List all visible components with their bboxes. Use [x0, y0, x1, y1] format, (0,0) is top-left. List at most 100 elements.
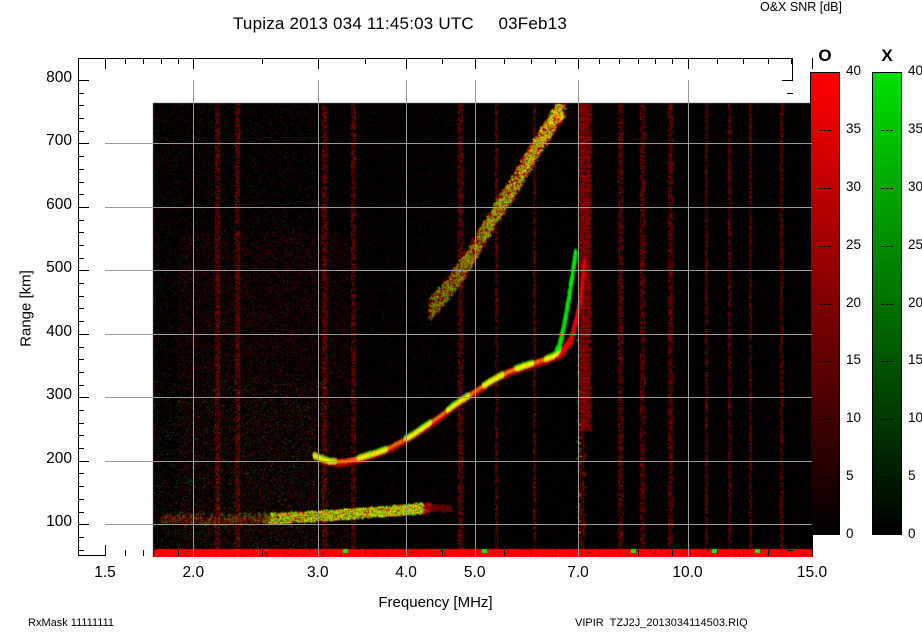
- colorbar-X-tick-label: 0: [908, 526, 916, 541]
- colorbar-O-title: O: [818, 46, 832, 65]
- colorbar-X-tick-label: 5: [908, 468, 916, 484]
- y-minor-tick-right: [787, 181, 793, 183]
- colorbar-X-title: X: [881, 46, 893, 65]
- y-minor-tick-right: [787, 321, 793, 323]
- y-tick-label: 200: [46, 449, 72, 467]
- colorbar-O-tick-label: 35: [846, 120, 862, 136]
- y-minor-tick-right: [787, 410, 793, 412]
- x-tick-label: 15.0: [796, 564, 828, 581]
- x-minor-tick: [599, 550, 601, 556]
- y-major-tick-right: [782, 80, 793, 81]
- y-minor-tick: [78, 257, 84, 259]
- y-minor-tick-right: [787, 295, 793, 297]
- y-minor-tick: [78, 359, 84, 361]
- x-minor-tick-top: [716, 58, 718, 64]
- x-minor-tick: [261, 550, 263, 556]
- colorbar-O-tick: [819, 419, 831, 421]
- x-minor-tick-top: [687, 58, 689, 64]
- colorbar-X-tick-label: 15: [908, 352, 922, 368]
- x-minor-tick: [655, 550, 657, 556]
- x-tick-label: 7.0: [567, 564, 589, 581]
- x-tick-label: 10.0: [672, 564, 703, 581]
- y-minor-tick: [78, 536, 84, 538]
- y-minor-tick-right: [787, 232, 793, 234]
- colorbar-O-tick-label: 20: [846, 294, 862, 310]
- y-minor-tick-right: [787, 511, 793, 513]
- gridline-horizontal: [105, 270, 812, 272]
- y-major-tick: [78, 80, 89, 81]
- x-major-tick: [812, 545, 813, 556]
- x-minor-tick: [637, 550, 639, 556]
- x-tick-label: 1.5: [94, 564, 116, 581]
- y-minor-tick-right: [787, 130, 793, 132]
- footer-rxmask: RxMask 11111111: [28, 617, 115, 629]
- x-minor-tick-top: [530, 58, 532, 64]
- x-minor-tick-top: [743, 58, 745, 64]
- colorbar-O-tick: [819, 187, 831, 189]
- y-minor-tick: [78, 130, 84, 132]
- x-minor-tick-top: [124, 58, 126, 64]
- y-minor-tick-right: [787, 549, 793, 551]
- y-minor-tick-right: [787, 498, 793, 500]
- x-minor-tick-top: [599, 58, 601, 64]
- colorbar-O-tick-label: 15: [846, 352, 862, 368]
- x-minor-tick-top: [317, 58, 319, 64]
- y-tick-label: 400: [46, 322, 72, 340]
- colorbar-X-tick-label: 25: [908, 236, 922, 252]
- y-minor-tick: [78, 156, 84, 158]
- gridline-vertical: [317, 80, 319, 556]
- colorbar-X-tick: [881, 303, 893, 305]
- y-minor-tick: [78, 511, 84, 513]
- y-major-tick: [78, 333, 89, 335]
- y-minor-tick: [78, 194, 84, 196]
- colorbar-O-tick: [819, 129, 831, 131]
- y-minor-tick-right: [787, 473, 793, 475]
- y-minor-tick-right: [787, 156, 793, 158]
- y-tick-label: 300: [46, 386, 72, 404]
- y-minor-tick: [78, 118, 84, 120]
- x-minor-tick: [671, 550, 673, 556]
- y-tick-label: 100: [46, 513, 72, 531]
- x-minor-tick-top: [671, 58, 673, 64]
- x-minor-tick: [790, 550, 792, 556]
- gridline-horizontal: [105, 206, 812, 208]
- y-minor-tick: [78, 549, 84, 551]
- gridline-vertical: [474, 80, 476, 556]
- colorbar-X-tick: [881, 129, 893, 131]
- y-minor-tick: [78, 422, 84, 424]
- x-minor-tick: [555, 550, 557, 556]
- x-minor-tick: [743, 550, 745, 556]
- x-minor-tick: [716, 550, 718, 556]
- ionogram-data-area[interactable]: [106, 81, 813, 557]
- colorbar-O-tick: [819, 303, 831, 305]
- x-minor-tick-top: [160, 58, 162, 64]
- colorbar-X-tick: [881, 245, 893, 247]
- y-minor-tick: [78, 295, 84, 297]
- colorbar-X-tick: [881, 419, 893, 421]
- y-minor-tick: [78, 219, 84, 221]
- y-minor-tick-right: [787, 308, 793, 310]
- y-minor-tick-right: [787, 384, 793, 386]
- y-major-tick: [78, 397, 89, 399]
- x-minor-tick: [365, 550, 367, 556]
- y-major-tick: [78, 460, 89, 462]
- x-tick-label: 4.0: [395, 564, 417, 581]
- x-tick-label: 3.0: [307, 564, 329, 581]
- y-minor-tick: [78, 308, 84, 310]
- x-minor-tick-top: [193, 58, 195, 64]
- y-minor-tick-right: [787, 448, 793, 450]
- x-minor-tick-top: [577, 58, 579, 64]
- y-minor-tick: [78, 181, 84, 183]
- colorbar-O-tick-label: 25: [846, 236, 862, 252]
- colorbar-O-tick-label: 30: [846, 178, 862, 194]
- y-minor-tick: [78, 245, 84, 246]
- colorbar-O-tick: [819, 361, 831, 363]
- colorbar-X-tick: [881, 477, 893, 479]
- y-minor-tick-right: [787, 536, 793, 538]
- y-minor-tick: [78, 448, 84, 450]
- x-tick-label: 5.0: [463, 564, 486, 581]
- y-minor-tick-right: [787, 92, 793, 94]
- y-tick-label: 700: [46, 132, 72, 150]
- x-minor-tick-top: [655, 58, 657, 64]
- colorbar-O-tick-label: 40: [846, 63, 862, 78]
